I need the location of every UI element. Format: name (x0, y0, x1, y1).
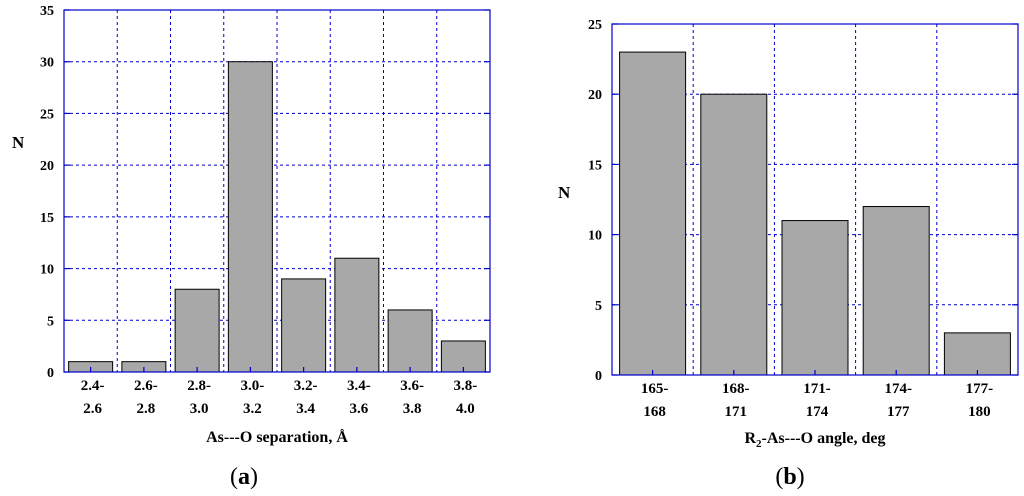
plot-frame (63, 9, 491, 373)
y-tick-label: 35 (40, 4, 54, 19)
x-tick-label: 168-171 (722, 381, 750, 420)
panel-label: (b) (775, 464, 804, 490)
x-tick-label: 171-174 (803, 381, 831, 420)
x-tick-label: 177-180 (966, 381, 994, 420)
bar (781, 220, 849, 376)
bar (281, 278, 327, 373)
x-tick-label: 3.0-3.2 (241, 378, 265, 417)
chart-b: 0 5 10 15 20 25 165-168 168-171 171-174 174-177 17… (558, 18, 1019, 490)
x-tick-label: 3.8-4.0 (454, 378, 478, 417)
x-axis-label: As---O separation, Å (206, 428, 348, 446)
x-tick-label: 3.4-3.6 (347, 378, 371, 417)
bar (387, 309, 433, 373)
y-tick-label: 5 (595, 299, 602, 314)
y-axis-label: N (12, 133, 25, 152)
bar (174, 288, 220, 373)
bar (700, 93, 768, 376)
bar (227, 61, 273, 373)
x-axis-label: R2-As---O angle, deg (744, 430, 885, 450)
y-axis-label: N (558, 183, 571, 202)
y-tick-label: 0 (47, 366, 54, 381)
y-tick-label: 25 (40, 107, 54, 122)
x-tick-label: 174-177 (884, 381, 912, 420)
bar (619, 51, 687, 376)
x-tick-label: 2.6-2.8 (134, 378, 158, 417)
x-tick-label: 2.8-3.0 (187, 378, 211, 417)
y-tick-label: 15 (40, 211, 54, 226)
panel-label: (a) (230, 464, 258, 490)
bar (334, 257, 380, 373)
y-tick-label: 25 (588, 18, 602, 33)
chart-a: 0 5 10 15 20 25 30 35 2.4-2.6 2.6-2.8 2.8-3.0 3.0-3… (12, 4, 491, 490)
x-tick-label: 3.6-3.8 (400, 378, 424, 417)
y-tick-label: 10 (40, 263, 54, 278)
x-tick-label: 165-168 (641, 381, 669, 420)
y-tick-label: 0 (595, 369, 602, 384)
y-tick-label: 15 (588, 158, 602, 173)
y-tick-label: 5 (47, 314, 54, 329)
y-tick-label: 30 (40, 56, 54, 71)
bar (862, 206, 930, 376)
bar (440, 340, 486, 373)
x-tick-label: 2.4-2.6 (81, 378, 105, 417)
y-tick-label: 10 (588, 229, 602, 244)
bar (943, 332, 1011, 376)
y-tick-label: 20 (588, 88, 602, 103)
y-tick-label: 20 (40, 159, 54, 174)
x-tick-label: 3.2-3.4 (294, 378, 318, 417)
